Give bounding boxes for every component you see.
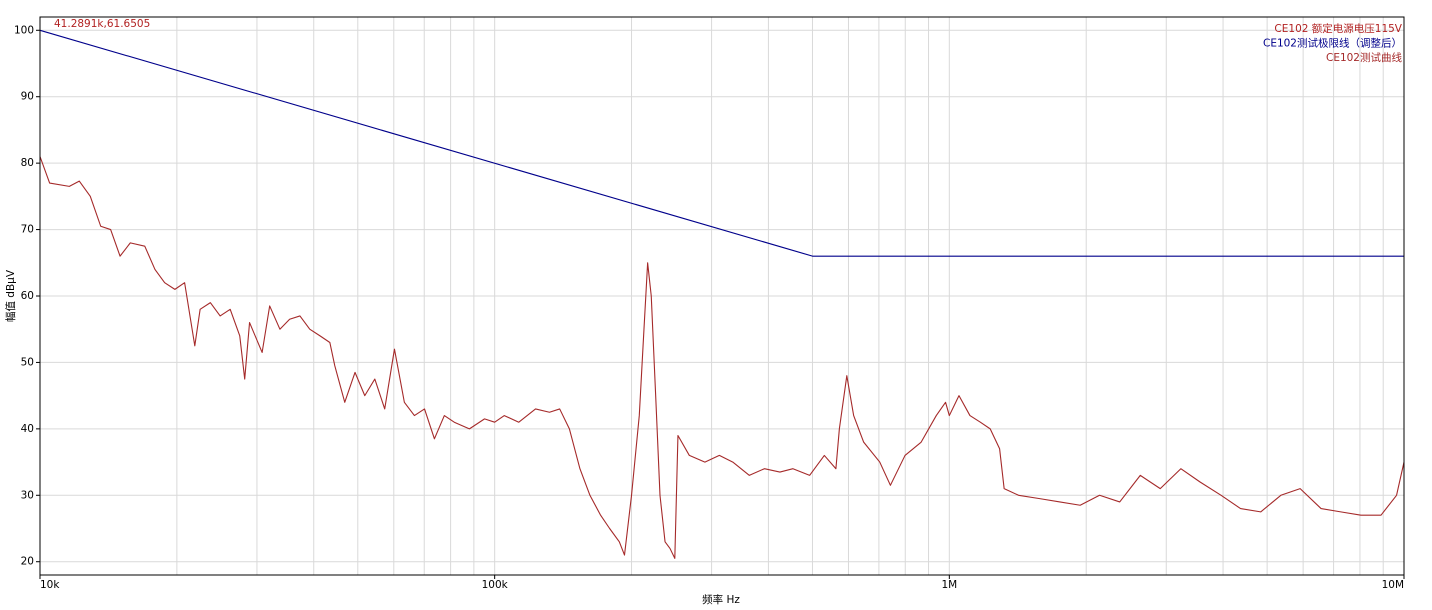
y-tick-label: 30 bbox=[21, 489, 34, 501]
y-tick-label: 60 bbox=[21, 290, 34, 302]
y-axis-label: 幅值 dBμV bbox=[4, 269, 17, 322]
plot-frame bbox=[39, 16, 1405, 576]
y-tick-label: 70 bbox=[21, 224, 34, 236]
y-tick-label: 40 bbox=[21, 423, 34, 435]
y-tick-label: 80 bbox=[21, 157, 34, 169]
legend-entry: CE102测试极限线（调整后） bbox=[1263, 37, 1402, 50]
x-tick-label: 10M bbox=[1382, 579, 1404, 591]
series-line bbox=[39, 156, 1405, 559]
y-tick-label: 100 bbox=[14, 24, 34, 36]
x-tick-label: 1M bbox=[941, 579, 957, 591]
x-tick-label: 100k bbox=[482, 579, 509, 591]
x-axis-label: 频率 Hz bbox=[702, 593, 740, 606]
series-line bbox=[39, 29, 1404, 257]
y-tick-label: 20 bbox=[21, 556, 34, 568]
legend-entry: CE102测试曲线 bbox=[1326, 51, 1403, 64]
y-tick-label: 50 bbox=[21, 356, 34, 368]
y-tick-label: 90 bbox=[21, 91, 34, 103]
annotation: 41.2891k,61.6505 bbox=[54, 18, 150, 30]
x-tick-label: 10k bbox=[40, 579, 60, 591]
legend-entry: CE102 额定电源电压115V bbox=[1274, 22, 1402, 35]
